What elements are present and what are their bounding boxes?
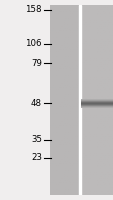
Text: 158: 158 (25, 5, 42, 15)
Text: 23: 23 (31, 154, 42, 162)
Text: 35: 35 (31, 136, 42, 144)
Text: 79: 79 (31, 58, 42, 68)
Bar (78, 5, 81, 195)
Text: 106: 106 (25, 40, 42, 48)
Text: 48: 48 (31, 98, 42, 108)
